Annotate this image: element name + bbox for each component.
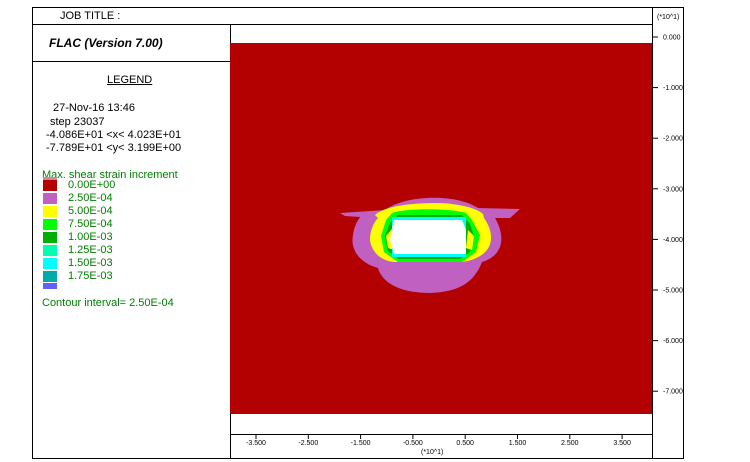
y-axis-divider <box>652 7 653 459</box>
legend-swatch <box>43 258 57 269</box>
x-scale-label: (*10^1) <box>421 449 443 456</box>
x-tick-label: 0.500 <box>456 440 474 447</box>
y-scale-label: (*10^1) <box>657 14 679 21</box>
y-tick-label: -4.000 <box>663 237 683 244</box>
legend-swatch <box>43 271 57 282</box>
legend-swatch <box>43 180 57 191</box>
contour-interval: Contour interval= 2.50E-04 <box>42 297 174 309</box>
x-tick-label: -3.500 <box>246 440 266 447</box>
x-axis-ticks: -3.500 -2.500 -1.500 -0.500 0.500 1.500 2.500 3… <box>246 434 631 447</box>
legend-contour-label: 7.50E-04 <box>68 218 113 230</box>
y-tick-label: 0.000 <box>663 35 681 42</box>
legend-title: LEGEND <box>107 74 153 86</box>
excavation-opening <box>390 220 466 254</box>
legend-contour-label: 2.50E-04 <box>68 192 113 204</box>
x-tick-label: 3.500 <box>613 440 631 447</box>
app-title: FLAC (Version 7.00) <box>49 36 163 50</box>
y-tick-label: -3.000 <box>663 186 683 193</box>
legend-contour-label: 1.00E-03 <box>68 231 113 243</box>
y-tick-label: -2.000 <box>663 136 683 143</box>
y-tick-label: -6.000 <box>663 338 683 345</box>
y-tick-label: -7.000 <box>663 389 683 396</box>
legend-contour-label: 5.00E-04 <box>68 205 113 217</box>
legend-contour-label: 0.00E+00 <box>68 179 116 191</box>
legend-swatch <box>43 206 57 217</box>
x-tick-label: -2.500 <box>298 440 318 447</box>
legend-contour-label: 1.50E-03 <box>68 257 113 269</box>
x-tick-label: 2.500 <box>561 440 579 447</box>
x-tick-label: -0.500 <box>403 440 423 447</box>
job-title: JOB TITLE : <box>60 10 121 22</box>
y-tick-label: -1.000 <box>663 85 683 92</box>
legend-step: step 23037 <box>50 116 105 128</box>
contour-title: Max. shear strain increment <box>42 169 178 181</box>
strain-pocket-right <box>466 230 474 250</box>
legend-swatch <box>43 245 57 256</box>
legend-date: 27-Nov-16 13:46 <box>53 102 135 114</box>
x-axis-divider <box>230 434 652 435</box>
legend-swatch-top <box>43 177 57 182</box>
title-divider <box>32 61 230 62</box>
x-tick-label: 1.500 <box>509 440 527 447</box>
y-tick-label: -5.000 <box>663 288 683 295</box>
plot-frame <box>32 7 684 459</box>
legend-y-range: -7.789E+01 <y< 3.199E+00 <box>46 142 182 154</box>
legend-contour-label: 1.25E-03 <box>68 244 113 256</box>
legend-x-range: -4.086E+01 <x< 4.023E+01 <box>46 129 182 141</box>
header-divider <box>32 24 652 25</box>
legend-swatch <box>43 219 57 230</box>
legend-swatch <box>43 232 57 243</box>
x-tick-label: -1.500 <box>351 440 371 447</box>
legend-swatch-bottom <box>43 283 57 289</box>
legend-swatch <box>43 193 57 204</box>
legend-contour-label: 1.75E-03 <box>68 270 113 282</box>
y-axis-ticks: 0.000 -1.000 -2.000 -3.000 -4.000 -5.000 -6.00… <box>652 35 683 396</box>
